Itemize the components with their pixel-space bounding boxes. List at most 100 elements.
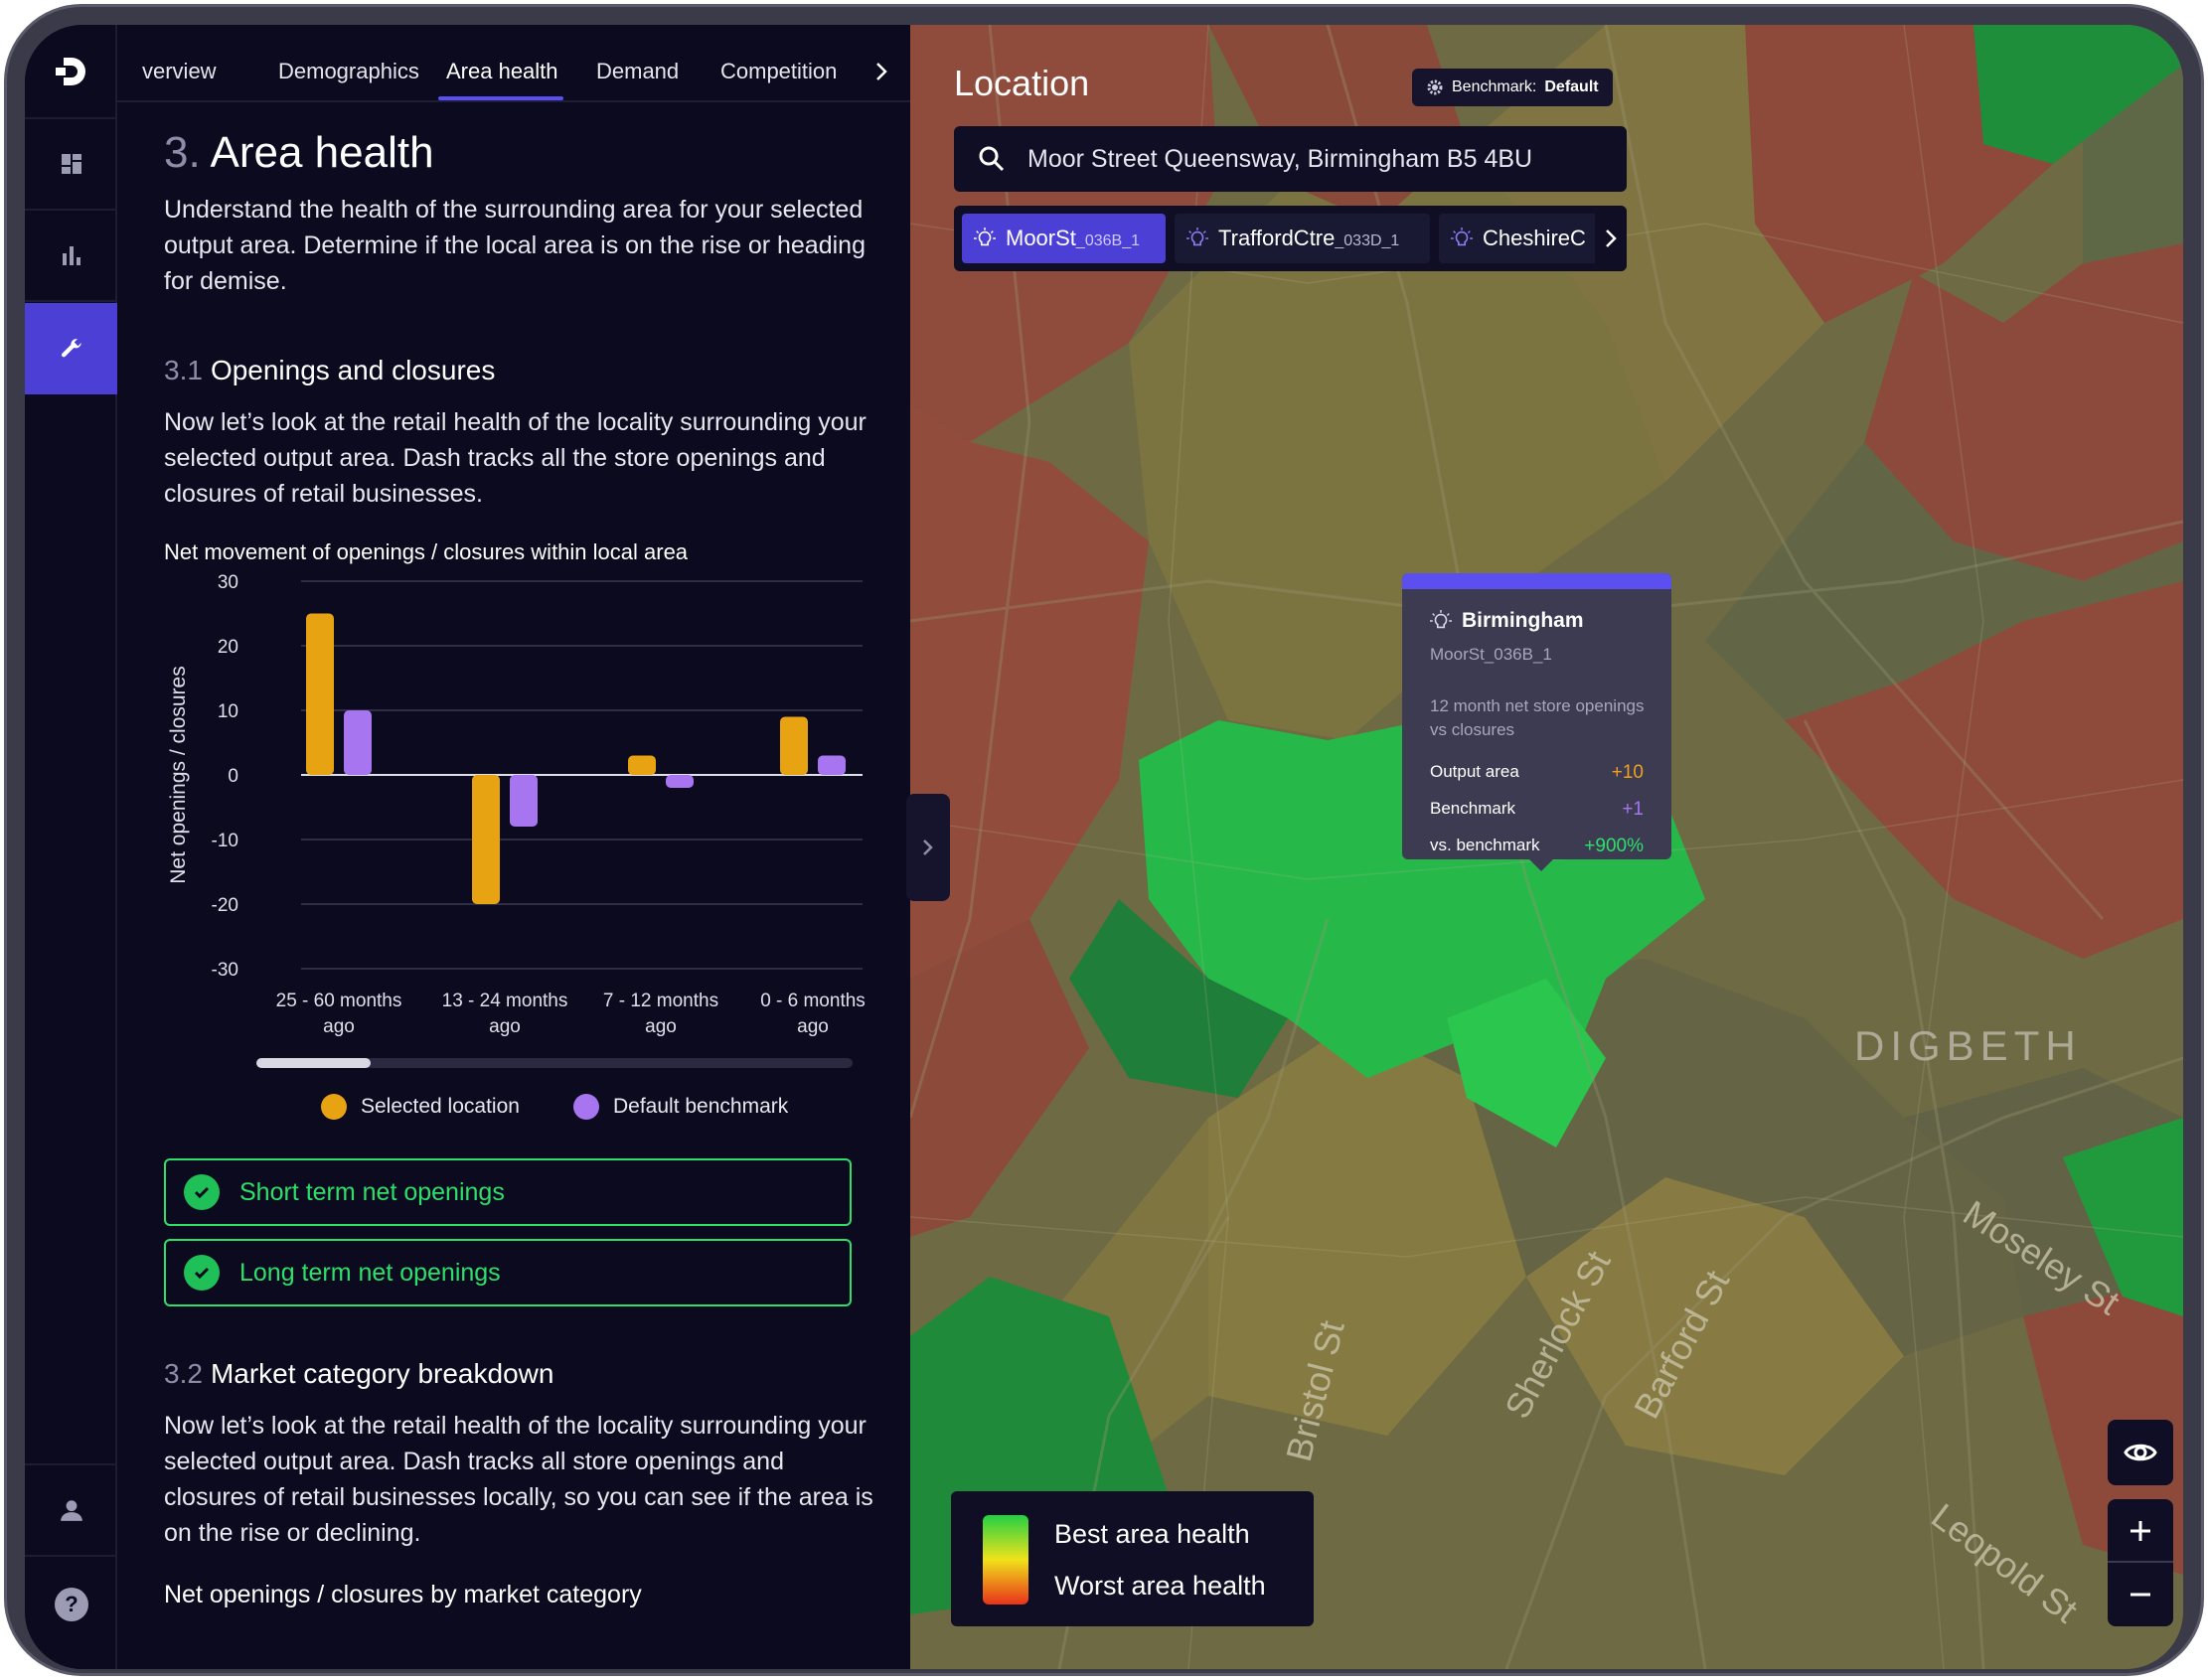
lightbulb-icon (1186, 228, 1208, 246)
tab-demographics[interactable]: Demographics (278, 59, 419, 83)
y-tick-label: -30 (212, 960, 238, 981)
rail-divider (25, 1463, 117, 1465)
tab-overview[interactable]: verview (142, 59, 217, 83)
x-tick-label: 0 - 6 months (760, 991, 866, 1011)
saved-locations-bar: MoorSt_036B_1 TraffordCtre_033D_1 Cheshi… (954, 206, 1627, 271)
short-term-label: Short term net openings (239, 1177, 505, 1206)
subsection-title-market: 3.2 Market category breakdown (164, 1358, 554, 1389)
benchmark-value: Default (1544, 78, 1599, 95)
chevron-right-icon (1606, 229, 1617, 247)
openings-closures-chart: 30 20 10 0 -10 -20 -30 Net openings / closures 2… (167, 572, 866, 1068)
content-panel: verview Demographics Area health Demand … (117, 25, 910, 1669)
legend-worst-label: Worst area health (1054, 1571, 1266, 1601)
location-chip-moorst[interactable]: MoorSt_036B_1 (962, 214, 1166, 263)
subsection-title-openings: 3.1 Openings and closures (164, 355, 496, 385)
left-rail: ? (25, 25, 117, 1669)
map-view[interactable]: Location Benchmark: Default Moor Street Q… (910, 25, 2183, 1669)
x-tick-label: 7 - 12 months (603, 991, 718, 1011)
legend-selected-location[interactable]: Selected location (321, 1094, 520, 1120)
minus-icon (2130, 1593, 2150, 1596)
x-tick-label: ago (645, 1016, 677, 1037)
analytics-icon[interactable] (25, 211, 117, 302)
map-health-legend: Best area health Worst area health (951, 1491, 1314, 1626)
section-tabs: verview Demographics Area health Demand … (117, 25, 910, 102)
x-tick-label: ago (323, 1016, 355, 1037)
chart-title: Net movement of openings / closures with… (164, 539, 689, 564)
lightbulb-icon (974, 228, 996, 246)
page-title: 3. Area health (164, 128, 434, 177)
long-term-label: Long term net openings (239, 1258, 501, 1287)
benchmark-swatch (573, 1094, 599, 1120)
short-term-check[interactable]: Short term net openings (164, 1158, 852, 1226)
tooltip-description: 12 month net store openings vs closures (1430, 696, 1645, 739)
collapse-panel-button[interactable] (906, 794, 950, 901)
x-tick-label: ago (489, 1016, 521, 1037)
long-term-check[interactable]: Long term net openings (164, 1239, 852, 1306)
check-circle-icon (184, 1255, 220, 1291)
check-circle-icon (184, 1174, 220, 1210)
app-screen: ? verview Demographics Area health Deman… (25, 25, 2183, 1669)
location-chip-traffordctre[interactable]: TraffordCtre_033D_1 (1175, 214, 1430, 263)
chart-scrollbar-thumb[interactable] (256, 1058, 371, 1068)
tooltip-row-vs-benchmark: vs. benchmark +900% (1430, 836, 1644, 856)
legend-benchmark-label: Default benchmark (613, 1095, 789, 1118)
bar-benchmark (818, 755, 846, 775)
bar-selected (306, 613, 334, 775)
area-tooltip: Birmingham MoorSt_036B_1 12 month net st… (1402, 573, 1671, 871)
zoom-in-button[interactable] (2108, 1500, 2173, 1563)
tooltip-row-benchmark: Benchmark +1 (1430, 799, 1644, 820)
y-tick-label: 10 (218, 701, 238, 722)
bar-benchmark (344, 710, 372, 775)
openings-description: Now let’s look at the retail health of t… (164, 408, 867, 508)
dashboard-icon[interactable] (25, 119, 117, 211)
search-input[interactable]: Moor Street Queensway, Birmingham B5 4BU (1027, 144, 1533, 173)
help-icon[interactable]: ? (25, 1559, 117, 1650)
bar-selected (780, 716, 808, 775)
tabs-scroll-right-icon[interactable] (874, 61, 888, 82)
legend-default-benchmark[interactable]: Default benchmark (573, 1094, 788, 1120)
gear-icon (1427, 79, 1443, 95)
bar-benchmark (666, 775, 694, 788)
selected-location-swatch (321, 1094, 347, 1120)
tab-competition[interactable]: Competition (720, 59, 838, 83)
profile-icon[interactable] (25, 1465, 117, 1557)
y-tick-label: 20 (218, 637, 238, 658)
bar-selected (472, 775, 500, 904)
device-frame: ? verview Demographics Area health Deman… (4, 4, 2204, 1676)
y-axis-label: Net openings / closures (167, 666, 190, 883)
legend-selected-label: Selected location (361, 1095, 520, 1118)
app-logo-icon[interactable] (25, 25, 117, 119)
search-icon (979, 146, 1005, 172)
chevron-right-icon (923, 840, 933, 855)
eye-icon (2124, 1444, 2157, 1461)
location-search[interactable]: Moor Street Queensway, Birmingham B5 4BU (954, 126, 1627, 192)
tools-icon[interactable] (25, 303, 117, 394)
y-tick-label: 0 (228, 766, 238, 787)
tooltip-title: Birmingham (1430, 609, 1584, 633)
tooltip-row-output-area: Output area +10 (1430, 762, 1644, 783)
zoom-out-button[interactable] (2108, 1563, 2173, 1625)
lightbulb-icon (1451, 228, 1473, 246)
plus-icon (2130, 1520, 2150, 1541)
zoom-controls (2108, 1499, 2173, 1626)
health-gradient-swatch (983, 1515, 1028, 1604)
y-tick-label: -20 (212, 895, 238, 916)
legend-best-label: Best area health (1054, 1519, 1250, 1549)
section-intro: Understand the health of the surrounding… (164, 196, 866, 295)
market-description: Now let’s look at the retail health of t… (164, 1412, 873, 1547)
benchmark-prefix: Benchmark: (1452, 78, 1537, 95)
bar-benchmark (510, 775, 538, 827)
benchmark-settings-button[interactable]: Benchmark: Default (1412, 69, 1613, 106)
market-chart-title: Net openings / closures by market catego… (164, 1581, 642, 1608)
district-label: DIGBETH (1854, 1022, 2082, 1069)
active-tab-indicator (438, 96, 563, 100)
bar-selected (628, 755, 656, 775)
tab-demand[interactable]: Demand (596, 59, 680, 83)
tab-area-health[interactable]: Area health (446, 59, 558, 83)
svg-text:?: ? (65, 1592, 78, 1616)
chart-scrollbar-track (256, 1058, 853, 1068)
tooltip-subtitle: MoorSt_036B_1 (1430, 645, 1552, 664)
chips-scroll-right-button[interactable] (1595, 206, 1627, 271)
toggle-visibility-button[interactable] (2108, 1420, 2173, 1485)
x-tick-label: ago (797, 1016, 829, 1037)
